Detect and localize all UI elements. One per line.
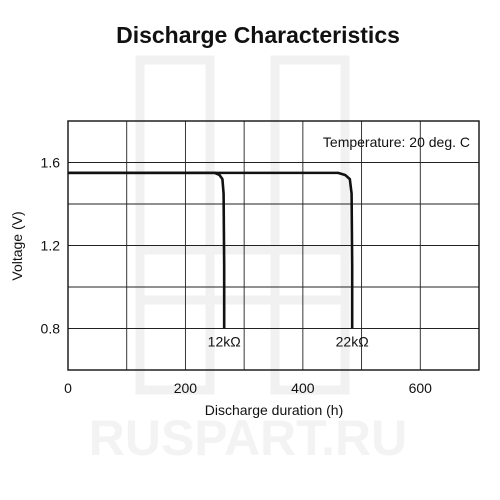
watermark-bar-mid [135, 245, 350, 305]
y-axis-label: Voltage (V) [9, 211, 25, 280]
discharge-curve-2 [68, 171, 354, 329]
x-tick-labels: 0 200 400 600 [64, 380, 432, 396]
watermark-bar-right [270, 55, 350, 395]
temperature-annotation: Temperature: 20 deg. C [323, 134, 470, 150]
x-tick-label: 400 [291, 380, 315, 396]
x-axis-label: Discharge duration (h) [205, 402, 344, 418]
watermark-bar-left [135, 55, 215, 395]
y-tick-label: 0.8 [41, 321, 61, 337]
x-tick-label: 0 [64, 380, 72, 396]
y-tick-label: 1.6 [41, 155, 61, 171]
y-tick-label: 1.2 [41, 238, 61, 254]
watermark: RUSPART.RU [89, 55, 408, 466]
watermark-text: RUSPART.RU [89, 410, 408, 466]
curves [68, 171, 354, 329]
series-label: 12kΩ [208, 334, 241, 350]
x-tick-label: 200 [174, 380, 198, 396]
grid [68, 121, 479, 370]
series-label: 22kΩ [336, 334, 369, 350]
plot-frame [67, 120, 480, 371]
y-tick-labels: 0.8 1.2 1.6 [41, 155, 61, 337]
series-labels: 12kΩ 22kΩ [208, 334, 369, 350]
chart-title: Discharge Characteristics [116, 22, 400, 48]
x-tick-label: 600 [409, 380, 433, 396]
